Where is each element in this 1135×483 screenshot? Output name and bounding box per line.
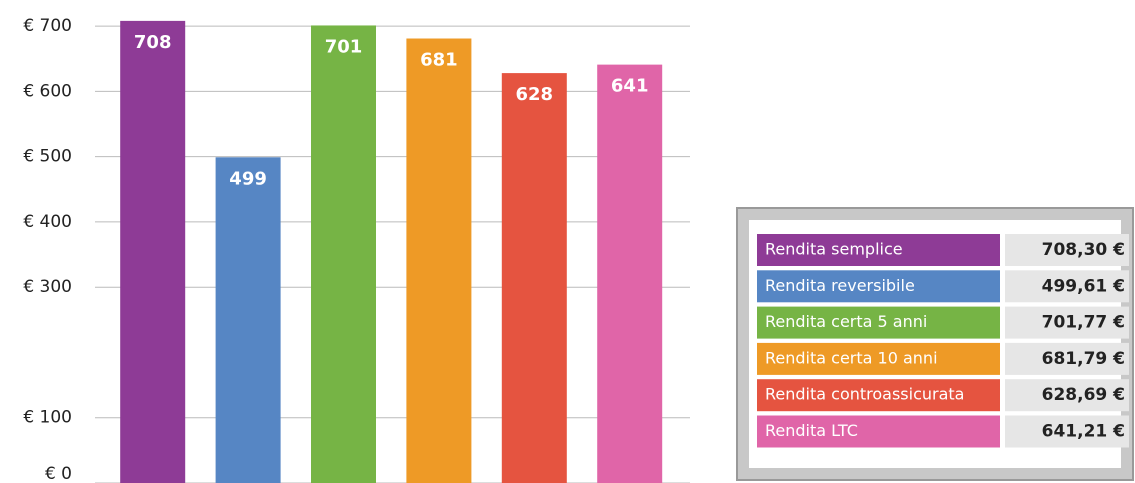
y-tick-label: € 300 — [23, 277, 72, 297]
bar — [311, 25, 376, 483]
y-tick-label: € 400 — [23, 212, 72, 232]
row-value: 701,77 € — [1042, 313, 1125, 333]
value-label: 641 — [611, 76, 649, 97]
row-value-cell — [1005, 234, 1129, 266]
bar — [406, 38, 472, 483]
bar — [215, 157, 281, 483]
row-label: Rendita certa 5 anni — [765, 312, 927, 331]
row-value: 708,30 € — [1042, 240, 1125, 260]
row-label-cell — [757, 342, 1000, 375]
value-label: 628 — [516, 84, 554, 105]
row-value-cell — [1005, 379, 1129, 412]
bar — [501, 73, 567, 483]
row-label-cell — [757, 306, 1000, 339]
y-tick-label: € 100 — [23, 408, 72, 428]
bar — [597, 64, 663, 483]
row-value-cell — [1005, 306, 1129, 339]
row-label-cell — [757, 270, 1000, 303]
row-label-cell — [757, 415, 1000, 448]
row-value-cell — [1005, 270, 1129, 303]
row-label-cell — [757, 379, 1000, 412]
row-label: Rendita semplice — [765, 240, 903, 259]
row-value: 681,79 € — [1042, 349, 1125, 369]
row-value: 628,69 € — [1042, 385, 1125, 405]
row-value: 641,21 € — [1042, 422, 1125, 442]
y-tick-label: € 500 — [23, 147, 72, 167]
y-tick-label: € 0 — [45, 464, 72, 483]
row-value-cell — [1005, 415, 1129, 448]
row-label: Rendita certa 10 anni — [765, 348, 938, 367]
y-tick-label: € 700 — [23, 16, 72, 36]
value-label: 499 — [229, 168, 267, 189]
bar — [120, 20, 186, 483]
value-label: 701 — [325, 36, 363, 57]
row-label: Rendita controassicurata — [765, 385, 964, 404]
row-value-cell — [1005, 342, 1129, 375]
value-label: 708 — [134, 32, 172, 53]
row-value: 499,61 € — [1042, 276, 1125, 296]
row-label-cell — [757, 234, 1000, 266]
value-label: 681 — [420, 50, 458, 71]
y-tick-label: € 600 — [23, 81, 72, 101]
row-label: Rendita reversibile — [765, 276, 915, 295]
row-label: Rendita LTC — [765, 421, 858, 440]
